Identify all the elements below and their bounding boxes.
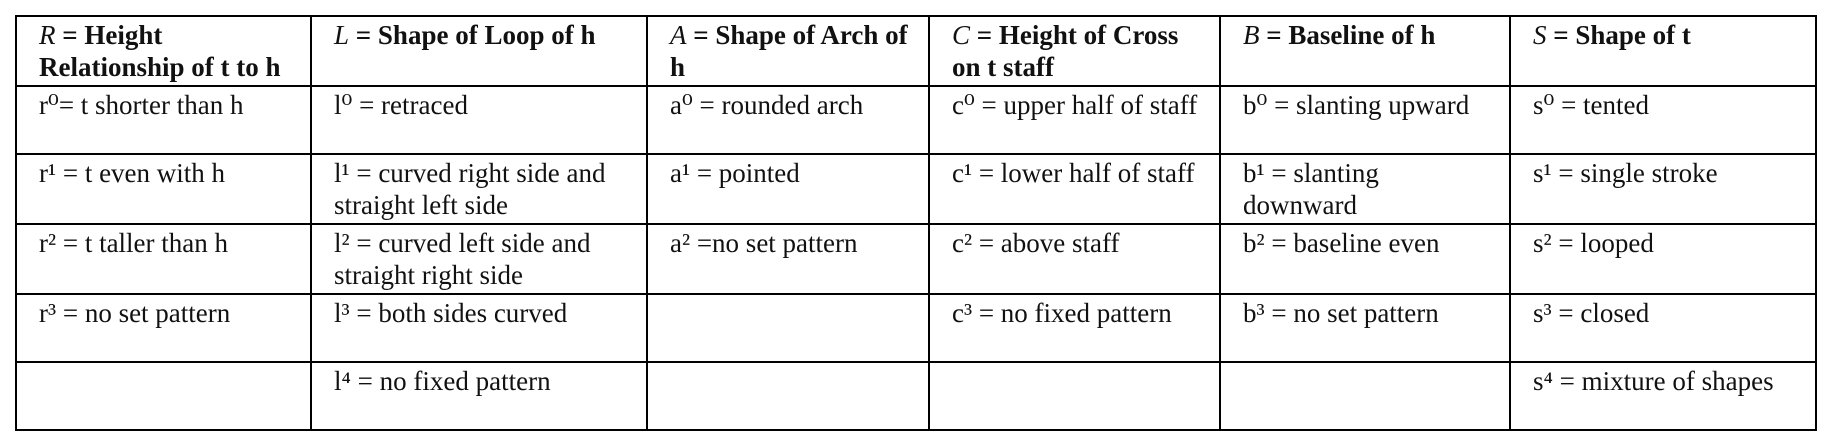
table-cell xyxy=(646,293,930,363)
header-symbol: B xyxy=(1243,20,1260,50)
table-cell: l⁴ = no fixed pattern xyxy=(310,361,648,431)
cell-text: c⁰ = upper half of staff xyxy=(952,90,1198,120)
table-cell: c¹ = lower half of staff xyxy=(928,153,1221,225)
cell-text: l² = curved left side and straight right… xyxy=(334,228,591,290)
header-arch-shape: A = Shape of Arch of h xyxy=(646,15,930,87)
cell-text: s⁴ = mixture of shapes xyxy=(1533,366,1774,396)
cell-text: c² = above staff xyxy=(952,228,1120,258)
header-symbol: R xyxy=(39,20,56,50)
table-cell: r³ = no set pattern xyxy=(15,293,312,363)
table-cell: s⁴ = mixture of shapes xyxy=(1509,361,1817,431)
table-row: r³ = no set pattern l³ = both sides curv… xyxy=(15,293,1817,363)
table-header-row: R = Height Relationship of t to h L = Sh… xyxy=(15,15,1817,87)
header-label: = Shape of t xyxy=(1546,20,1691,50)
header-symbol: S xyxy=(1533,20,1547,50)
table-row: r¹ = t even with h l¹ = curved right sid… xyxy=(15,153,1817,225)
table-cell xyxy=(646,361,930,431)
table-cell: l² = curved left side and straight right… xyxy=(310,223,648,295)
header-loop-shape: L = Shape of Loop of h xyxy=(310,15,648,87)
table-cell: r⁰= t shorter than h xyxy=(15,85,312,155)
cell-text: l⁴ = no fixed pattern xyxy=(334,366,551,396)
table-cell: b³ = no set pattern xyxy=(1219,293,1511,363)
feature-code-table: R = Height Relationship of t to h L = Sh… xyxy=(15,15,1817,431)
cell-text: s¹ = single stroke xyxy=(1533,158,1718,188)
table-cell: a¹ = pointed xyxy=(646,153,930,225)
header-symbol: A xyxy=(670,20,687,50)
header-symbol: C xyxy=(952,20,971,50)
cell-text: b³ = no set pattern xyxy=(1243,298,1439,328)
header-cross-height: C = Height of Cross on t staff xyxy=(928,15,1221,87)
header-label: = Height of Cross on t staff xyxy=(952,20,1179,82)
cell-text: s² = looped xyxy=(1533,228,1654,258)
table-cell: s² = looped xyxy=(1509,223,1817,295)
table-cell: a⁰ = rounded arch xyxy=(646,85,930,155)
table-cell: l⁰ = retraced xyxy=(310,85,648,155)
table-row: r⁰= t shorter than h l⁰ = retraced a⁰ = … xyxy=(15,85,1817,155)
table-cell: l³ = both sides curved xyxy=(310,293,648,363)
header-height-relationship: R = Height Relationship of t to h xyxy=(15,15,312,87)
table-cell: a² =no set pattern xyxy=(646,223,930,295)
cell-text: l¹ = curved right side and straight left… xyxy=(334,158,606,220)
table-cell xyxy=(1219,361,1511,431)
table-cell xyxy=(928,361,1221,431)
cell-text: r¹ = t even with h xyxy=(39,158,226,188)
table-cell xyxy=(15,361,312,431)
table-cell: r¹ = t even with h xyxy=(15,153,312,225)
cell-text: a⁰ = rounded arch xyxy=(670,90,864,120)
table-cell: b⁰ = slanting upward xyxy=(1219,85,1511,155)
cell-text: a¹ = pointed xyxy=(670,158,800,188)
header-t-shape: S = Shape of t xyxy=(1509,15,1817,87)
cell-text: r⁰= t shorter than h xyxy=(39,90,244,120)
header-label: = Shape of Arch of h xyxy=(670,20,908,82)
cell-text: b² = baseline even xyxy=(1243,228,1440,258)
table-cell: b² = baseline even xyxy=(1219,223,1511,295)
table-cell: c⁰ = upper half of staff xyxy=(928,85,1221,155)
table-cell: s¹ = single stroke xyxy=(1509,153,1817,225)
cell-text: l³ = both sides curved xyxy=(334,298,568,328)
header-symbol: L xyxy=(334,20,350,50)
cell-text: r³ = no set pattern xyxy=(39,298,231,328)
header-label: = Shape of Loop of h xyxy=(349,20,596,50)
cell-text: l⁰ = retraced xyxy=(334,90,468,120)
cell-text: s³ = closed xyxy=(1533,298,1650,328)
table-cell: r² = t taller than h xyxy=(15,223,312,295)
cell-text: b⁰ = slanting upward xyxy=(1243,90,1470,120)
table-cell: b¹ = slanting downward xyxy=(1219,153,1511,225)
table-cell: s⁰ = tented xyxy=(1509,85,1817,155)
cell-text: s⁰ = tented xyxy=(1533,90,1650,120)
table-cell: c³ = no fixed pattern xyxy=(928,293,1221,363)
table-cell: s³ = closed xyxy=(1509,293,1817,363)
cell-text: r² = t taller than h xyxy=(39,228,229,258)
table-cell: c² = above staff xyxy=(928,223,1221,295)
table-cell: l¹ = curved right side and straight left… xyxy=(310,153,648,225)
cell-text: c³ = no fixed pattern xyxy=(952,298,1172,328)
cell-text: c¹ = lower half of staff xyxy=(952,158,1195,188)
cell-text: b¹ = slanting downward xyxy=(1243,158,1379,220)
header-baseline: B = Baseline of h xyxy=(1219,15,1511,87)
table-row: l⁴ = no fixed pattern s⁴ = mixture of sh… xyxy=(15,361,1817,431)
header-label: = Height Relationship of t to h xyxy=(39,20,281,82)
table-row: r² = t taller than h l² = curved left si… xyxy=(15,223,1817,295)
cell-text: a² =no set pattern xyxy=(670,228,858,258)
header-label: = Baseline of h xyxy=(1259,20,1436,50)
